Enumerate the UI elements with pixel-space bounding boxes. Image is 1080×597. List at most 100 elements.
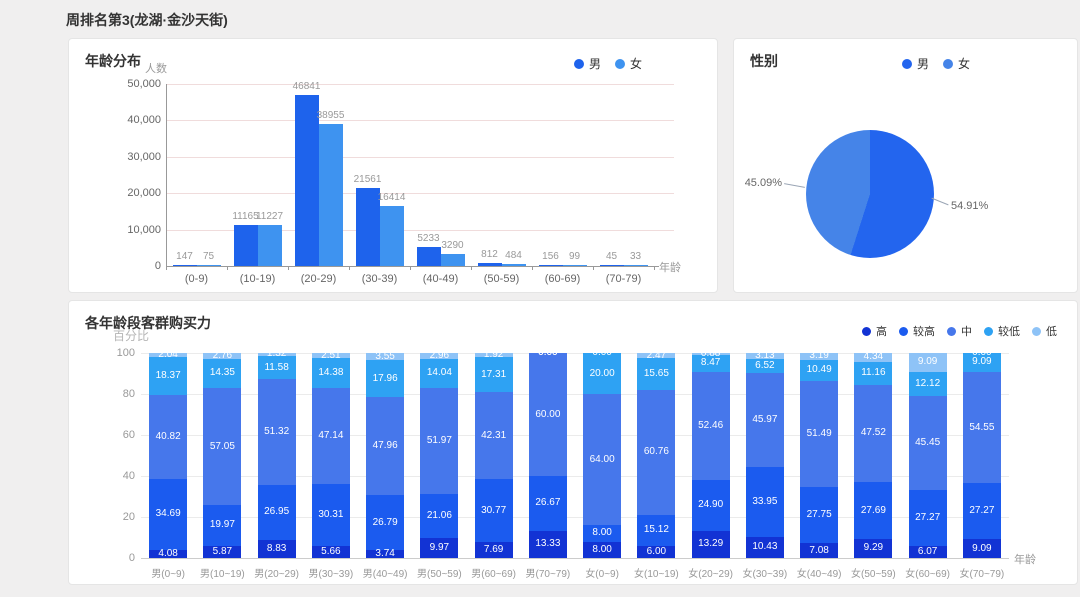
y-tick-label: 0 — [128, 552, 135, 564]
gender-chart-title: 性别 — [750, 53, 778, 69]
legend-item-男[interactable]: 男 — [902, 55, 929, 72]
gender-pie — [806, 130, 934, 258]
bar-value-label: 11227 — [255, 211, 284, 223]
segment-value-label: 47.96 — [372, 440, 398, 452]
bar-segment-低 — [908, 353, 947, 372]
grid-line — [141, 435, 1009, 436]
bar-segment-中 — [745, 372, 784, 468]
grid-line — [141, 353, 1009, 354]
segment-value-label: 33.95 — [752, 495, 778, 507]
power-chart-y-axis-name: 百分比 — [113, 329, 150, 343]
legend-item-较高[interactable]: 较高 — [899, 323, 935, 339]
bar-segment-中 — [962, 371, 1001, 484]
bar-segment-中 — [854, 384, 893, 483]
x-axis-tick — [654, 266, 655, 270]
x-tick-label: (40-49) — [422, 273, 459, 285]
grid-line — [141, 517, 1009, 518]
bar-segment-较高 — [800, 486, 839, 544]
bar-segment-低 — [257, 353, 296, 356]
age-chart-y-axis-name: 人数 — [145, 63, 167, 75]
segment-value-label: 6.00 — [646, 545, 667, 557]
x-tick-label: (70-79) — [605, 273, 642, 285]
bar-segment-高 — [203, 545, 242, 558]
segment-value-label: 1.92 — [483, 348, 504, 360]
segment-value-label: 0.00 — [972, 347, 992, 358]
segment-value-label: 24.90 — [698, 499, 724, 511]
x-tick-label: 男(10~19) — [200, 569, 245, 580]
bar-segment-低 — [691, 353, 730, 355]
y-tick-label: 60 — [122, 429, 135, 441]
bar-segment-高 — [420, 537, 459, 558]
bar-segment-较低 — [691, 354, 730, 373]
legend-item-女[interactable]: 女 — [615, 55, 642, 72]
legend-dot-icon — [984, 326, 993, 336]
bar-女 — [196, 265, 221, 266]
bar-男 — [355, 187, 380, 266]
segment-value-label: 42.31 — [481, 429, 507, 441]
bar-segment-较低 — [474, 356, 513, 393]
age-distribution-panel: 年龄分布 人数 年龄 50,000 40,000 30,000 20,000 10,00… — [68, 38, 718, 293]
legend-item-女[interactable]: 女 — [943, 55, 970, 72]
bar-segment-高 — [583, 541, 622, 558]
bar-segment-较高 — [311, 484, 350, 547]
bar-segment-较高 — [366, 495, 405, 551]
segment-value-label: 14.35 — [209, 367, 235, 379]
grid-line — [166, 156, 674, 158]
segment-value-label: 60.76 — [643, 446, 669, 458]
age-chart-x-axis-name: 年龄 — [659, 262, 681, 274]
segment-value-label: 14.38 — [318, 366, 344, 378]
legend: 男女 — [574, 55, 642, 72]
bar-value-label: 484 — [505, 250, 522, 262]
bar-segment-中 — [528, 353, 567, 476]
legend-dot-icon — [943, 58, 954, 69]
legend-item-高[interactable]: 高 — [862, 323, 887, 339]
segment-value-label: 2.96 — [429, 350, 450, 362]
bar-segment-高 — [745, 536, 784, 558]
bar-segment-中 — [420, 387, 459, 495]
segment-value-label: 60.00 — [535, 408, 561, 420]
segment-value-label: 27.69 — [860, 504, 886, 516]
bar-男 — [172, 265, 197, 266]
bar-value-label: 46841 — [292, 81, 321, 93]
x-axis-tick — [593, 266, 594, 270]
bar-value-label: 75 — [202, 251, 215, 262]
x-tick-label: (50-59) — [483, 273, 520, 285]
segment-value-label: 45.45 — [915, 437, 941, 449]
segment-value-label: 17.96 — [372, 372, 398, 384]
bar-segment-较高 — [583, 525, 622, 542]
segment-value-label: 15.65 — [643, 368, 669, 380]
grid-line — [166, 193, 674, 195]
bar-segment-低 — [474, 353, 513, 357]
bar-segment-较高 — [637, 514, 676, 546]
segment-value-label: 2.76 — [212, 349, 233, 361]
segment-value-label: 3.13 — [755, 350, 775, 362]
x-tick-label: (0-9) — [184, 273, 209, 285]
segment-value-label: 2.04 — [158, 349, 178, 361]
pie-label-男: 54.91% — [951, 200, 989, 212]
segment-value-label: 51.97 — [426, 435, 452, 447]
legend-item-较低[interactable]: 较低 — [984, 323, 1020, 339]
legend-dot-icon — [947, 326, 956, 336]
bar-value-label: 3290 — [441, 240, 464, 252]
segment-value-label: 5.87 — [212, 545, 233, 557]
segment-value-label: 57.05 — [209, 440, 235, 452]
x-axis-tick — [349, 266, 350, 270]
age-chart-plot: 50,000 40,000 30,000 20,000 10,000 0 (0-9) 147 7… — [69, 39, 717, 292]
legend-dot-icon — [902, 58, 912, 69]
y-tick-label: 20 — [122, 511, 135, 523]
legend-item-中[interactable]: 中 — [947, 323, 972, 339]
segment-value-label: 26.67 — [535, 497, 561, 509]
bar-segment-中 — [691, 372, 730, 480]
segment-value-label: 12.12 — [915, 378, 941, 390]
legend-item-男[interactable]: 男 — [574, 55, 601, 72]
bar-segment-较高 — [691, 479, 730, 531]
bar-segment-低 — [149, 353, 188, 358]
power-chart-x-axis-name: 年龄 — [1014, 554, 1036, 566]
x-axis-tick — [410, 266, 411, 270]
grid-line — [166, 120, 674, 122]
legend-label: 男 — [589, 57, 602, 71]
bar-segment-较低 — [311, 358, 350, 388]
legend-item-低[interactable]: 低 — [1032, 323, 1057, 339]
segment-value-label: 11.58 — [264, 361, 289, 373]
bar-value-label: 99 — [568, 251, 581, 262]
